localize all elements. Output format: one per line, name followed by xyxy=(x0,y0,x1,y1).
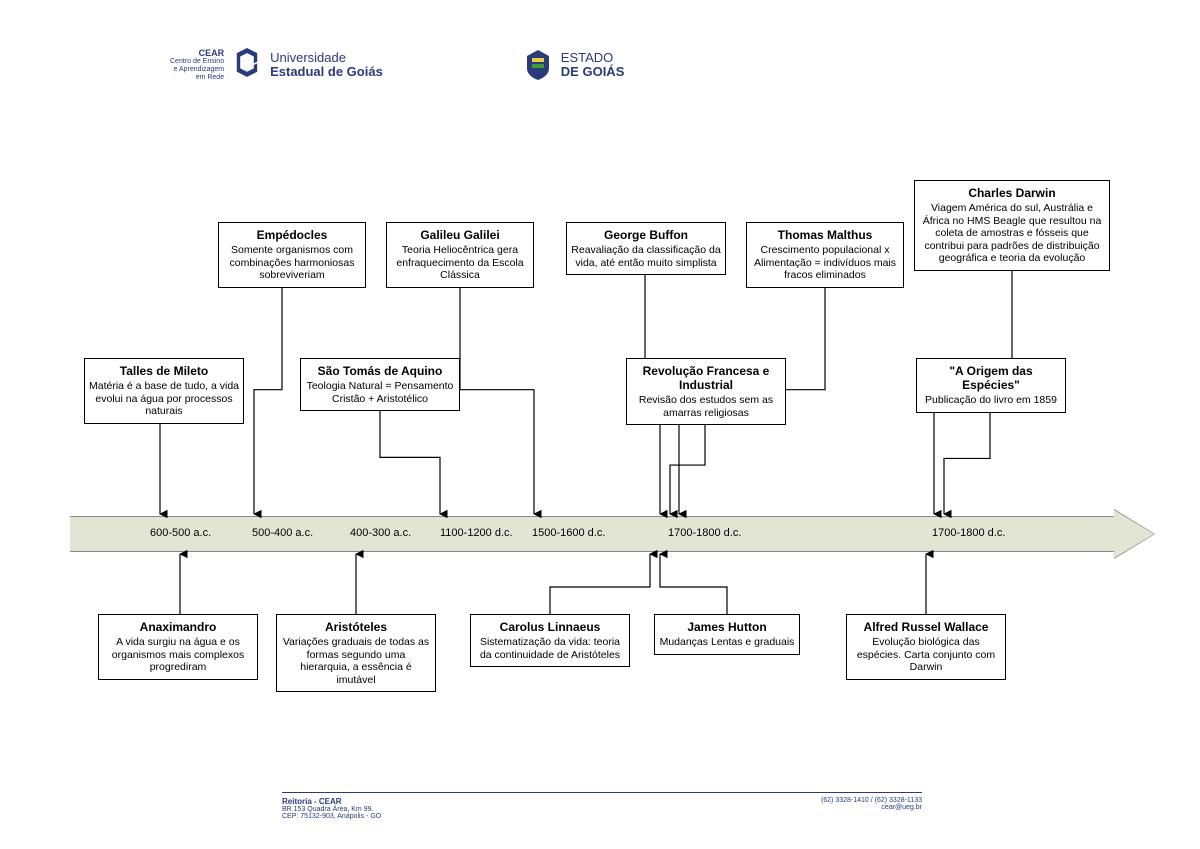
ueg-icon xyxy=(230,48,264,82)
node-desc: A vida surgiu na água e os organismos ma… xyxy=(103,636,253,674)
node-desc: Revisão dos estudos sem as amarras relig… xyxy=(631,394,781,419)
timeline-node-galileu: Galileu Galilei Teoria Heliocêntrica gera… xyxy=(386,222,534,288)
timeline-date-label: 1700-1800 d.c. xyxy=(932,527,1005,539)
node-desc: Viagem América do sul, Austrália e Áfric… xyxy=(919,202,1105,265)
node-title: Talles de Mileto xyxy=(89,364,239,378)
node-desc: Evolução biológica das espécies. Carta c… xyxy=(851,636,1001,674)
node-desc: Reavaliação da classificação da vida, at… xyxy=(571,244,721,269)
page-header: CEAR Centro de Ensino e Aprendizagem em … xyxy=(170,35,770,95)
node-title: Alfred Russel Wallace xyxy=(851,620,1001,634)
timeline-date-label: 600-500 a.c. xyxy=(150,527,211,539)
timeline-date-label: 1700-1800 d.c. xyxy=(668,527,741,539)
timeline-arrowhead xyxy=(1114,510,1154,558)
timeline-node-revolucao: Revolução Francesa e IndustrialRevisão d… xyxy=(626,358,786,425)
timeline-node-buffon: George Buffon Reavaliação da classificaçã… xyxy=(566,222,726,275)
node-title: George Buffon xyxy=(571,228,721,242)
goias-name: ESTADO DE GOIÁS xyxy=(561,51,625,78)
timeline-node-aristoteles: Aristóteles Variações graduais de todas a… xyxy=(276,614,436,692)
page-footer: Reitoria - CEAR BR 153 Quadra Área, Km 9… xyxy=(282,792,922,820)
node-title: Empédocles xyxy=(223,228,361,242)
timeline-node-darwin: Charles Darwin Viagem América do sul, Aus… xyxy=(914,180,1110,271)
node-desc: Matéria é a base de tudo, a vida evolui … xyxy=(89,380,239,418)
node-title: Revolução Francesa e Industrial xyxy=(631,364,781,392)
node-title: James Hutton xyxy=(659,620,795,634)
node-title: Carolus Linnaeus xyxy=(475,620,625,634)
node-desc: Teoria Heliocêntrica gera enfraqueciment… xyxy=(391,244,529,282)
timeline-node-linnaeus: Carolus Linnaeus Sistematização da vida: … xyxy=(470,614,630,667)
node-desc: Variações graduais de todas as formas se… xyxy=(281,636,431,686)
timeline-date-label: 1500-1600 d.c. xyxy=(532,527,605,539)
ueg-logo: CEAR Centro de Ensino e Aprendizagem em … xyxy=(170,48,383,82)
timeline-diagram: Empédocles Somente organismos com combina… xyxy=(60,180,1150,740)
goias-crest-icon xyxy=(523,48,553,82)
node-desc: Somente organismos com combinações harmo… xyxy=(223,244,361,282)
node-title: Galileu Galilei xyxy=(391,228,529,242)
node-desc: Publicação do livro em 1859 xyxy=(921,394,1061,407)
footer-address: Reitoria - CEAR BR 153 Quadra Área, Km 9… xyxy=(282,797,381,820)
node-title: Anaximandro xyxy=(103,620,253,634)
timeline-date-label: 400-300 a.c. xyxy=(350,527,411,539)
node-desc: Sistematização da vida: teoria da contin… xyxy=(475,636,625,661)
node-title: "A Origem das Espécies" xyxy=(921,364,1061,392)
timeline-node-hutton: James Hutton Mudanças Lentas e graduais xyxy=(654,614,800,655)
node-desc: Crescimento populacional x Alimentação =… xyxy=(751,244,899,282)
timeline-node-malthus: Thomas Malthus Crescimento populacional x… xyxy=(746,222,904,288)
ueg-name: Universidade Estadual de Goiás xyxy=(270,51,383,80)
node-title: São Tomás de Aquino xyxy=(305,364,455,378)
timeline-date-label: 500-400 a.c. xyxy=(252,527,313,539)
node-title: Charles Darwin xyxy=(919,186,1105,200)
node-title: Thomas Malthus xyxy=(751,228,899,242)
node-title: Aristóteles xyxy=(281,620,431,634)
goias-logo: ESTADO DE GOIÁS xyxy=(523,48,625,82)
timeline-node-origem: "A Origem das Espécies" Publicação do liv… xyxy=(916,358,1066,413)
timeline-node-anaximandro: Anaximandro A vida surgiu na água e os or… xyxy=(98,614,258,680)
timeline-node-talles: Talles de Mileto Matéria é a base de tudo… xyxy=(84,358,244,424)
timeline-date-label: 1100-1200 d.c. xyxy=(440,527,513,539)
timeline-node-wallace: Alfred Russel Wallace Evolução biológica … xyxy=(846,614,1006,680)
node-desc: Teologia Natural = Pensamento Cristão + … xyxy=(305,380,455,405)
node-desc: Mudanças Lentas e graduais xyxy=(659,636,795,649)
footer-contact: (62) 3328-1410 / (62) 3328-1133 cear@ueg… xyxy=(821,797,922,820)
cear-text: CEAR Centro de Ensino e Aprendizagem em … xyxy=(170,49,224,82)
timeline-node-aquino: São Tomás de Aquino Teologia Natural = Pe… xyxy=(300,358,460,411)
timeline-node-empedocles: Empédocles Somente organismos com combina… xyxy=(218,222,366,288)
